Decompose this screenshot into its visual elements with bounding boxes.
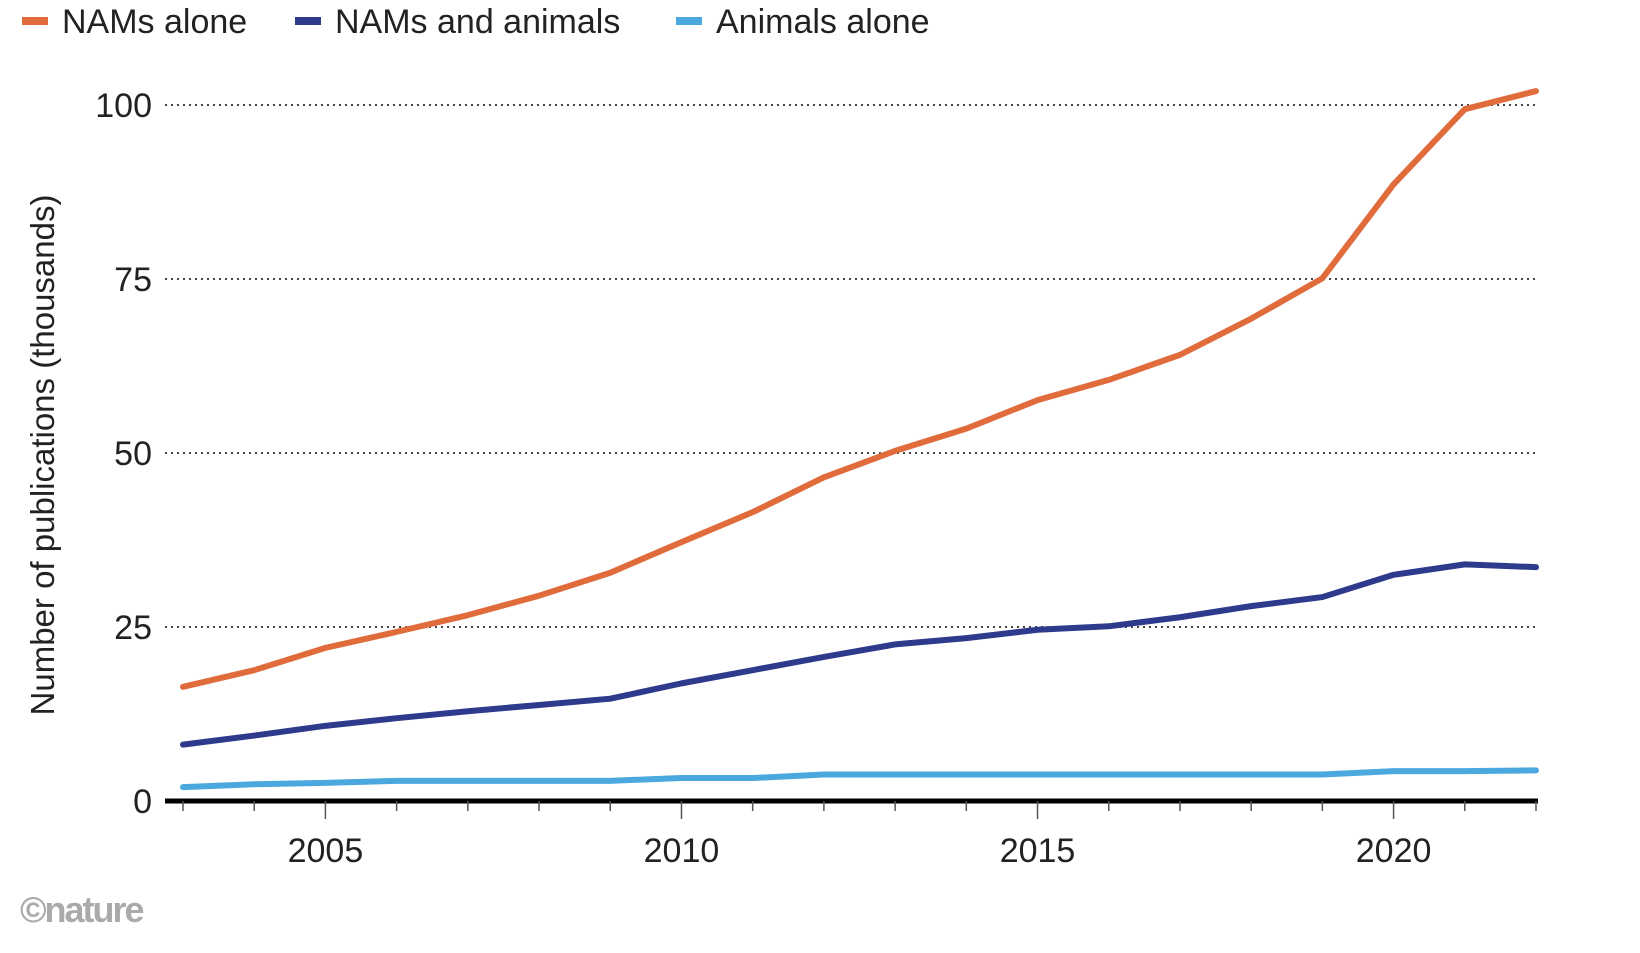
legend: NAMs alone NAMs and animals Animals alone xyxy=(22,3,930,41)
x-tick-label: 2010 xyxy=(644,832,720,870)
legend-swatch xyxy=(676,17,702,25)
legend-label: NAMs alone xyxy=(62,3,247,41)
grid xyxy=(165,104,1536,628)
y-tick-label: 75 xyxy=(114,261,152,299)
y-tick-label: 50 xyxy=(114,435,152,473)
legend-swatch xyxy=(22,17,48,25)
x-axis: 2005 2010 2015 2020 xyxy=(165,798,1538,870)
legend-swatch xyxy=(295,17,321,25)
legend-label: Animals alone xyxy=(716,3,930,41)
x-tick-label: 2005 xyxy=(288,832,364,870)
series-line-nams-and-animals xyxy=(180,561,1539,748)
series-line-nams-alone xyxy=(180,88,1539,690)
x-tick-label: 2015 xyxy=(1000,832,1076,870)
series-line-animals-alone xyxy=(180,767,1539,791)
x-tick-label: 2020 xyxy=(1356,832,1432,870)
nature-logo: ©nature xyxy=(20,889,144,930)
series-lines xyxy=(180,88,1539,791)
legend-label: NAMs and animals xyxy=(335,3,620,41)
y-axis: 0 25 50 75 100 xyxy=(95,87,152,821)
y-tick-label: 25 xyxy=(114,609,152,647)
y-axis-label: Number of publications (thousands) xyxy=(24,195,61,716)
y-tick-label: 100 xyxy=(95,87,152,125)
y-tick-label: 0 xyxy=(133,783,152,821)
